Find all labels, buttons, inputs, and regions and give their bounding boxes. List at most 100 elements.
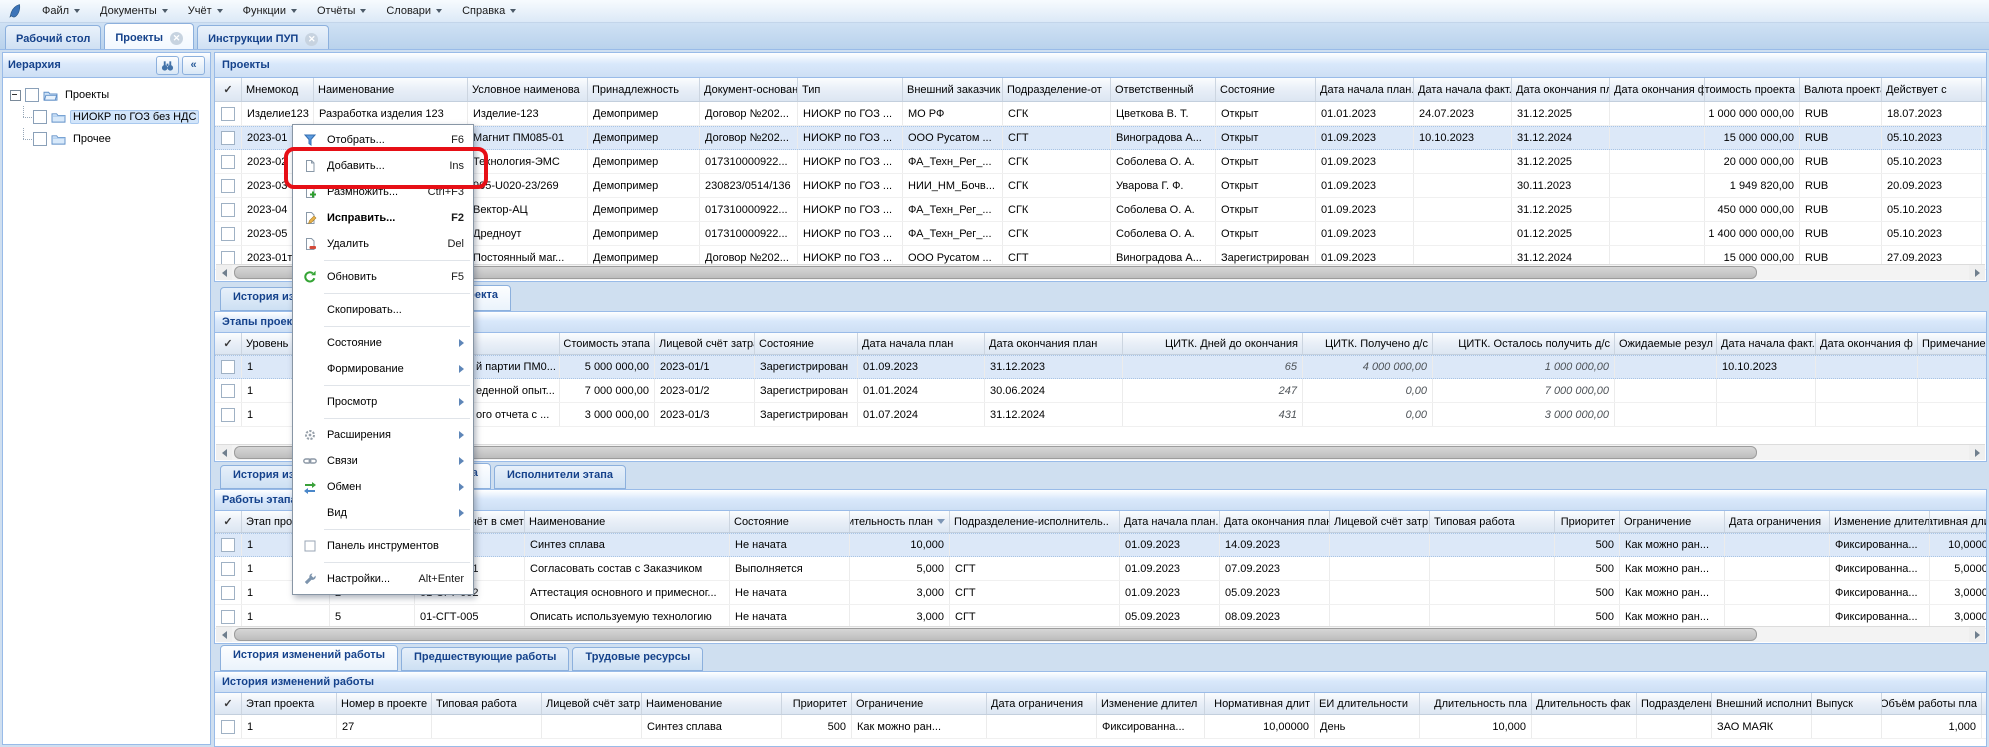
menu-item-Размножить[interactable]: Размножить... Ctrl+F3 <box>293 179 473 205</box>
column-header-Документ-основан[interactable]: Документ-основан <box>700 78 798 101</box>
column-header-Изменение длител[interactable]: Изменение длител <box>1830 511 1930 532</box>
row-checkbox[interactable] <box>221 561 235 576</box>
scroll-right-button[interactable] <box>1969 445 1985 460</box>
table-row[interactable]: 2023-03 905-U020-23/269 Демопример 230823/0… <box>215 174 1986 198</box>
tree-expander-icon[interactable] <box>10 89 21 101</box>
column-header-ЦИТК. Получено д/с[interactable]: ЦИТК. Получено д/с <box>1303 333 1433 354</box>
column-header-Ожидаемые резул[interactable]: Ожидаемые резул <box>1615 333 1717 354</box>
column-header-Длительность фак[interactable]: Длительность фак <box>1532 693 1637 714</box>
column-header-Внешний заказчик[interactable]: Внешний заказчик <box>903 78 1003 101</box>
row-checkbox[interactable] <box>221 407 235 422</box>
column-header-Внешний исполнит[interactable]: Внешний исполнит <box>1712 693 1812 714</box>
row-checkbox[interactable] <box>221 250 235 265</box>
tab-Трудовые ресурсы[interactable]: Трудовые ресурсы <box>572 647 704 671</box>
column-header-Подразделение-исполнитель..[interactable]: Подразделение-исполнитель.. <box>950 511 1120 532</box>
column-header-Типовая работа[interactable]: Типовая работа <box>432 693 542 714</box>
menubar-item-6[interactable]: Словари <box>376 2 452 20</box>
collapse-button[interactable]: « <box>182 55 205 75</box>
column-header-Стоимость этапа[interactable]: Стоимость этапа <box>560 333 655 354</box>
column-header-ЦИТК. Дней до окончания[interactable]: ЦИТК. Дней до окончания <box>1123 333 1303 354</box>
tree-node-checkbox[interactable] <box>33 110 47 124</box>
menu-item-Просмотр[interactable]: Просмотр <box>293 389 473 415</box>
menu-item-Связи[interactable]: Связи <box>293 448 473 474</box>
column-header-Дата начала факт.[interactable]: Дата начала факт. <box>1717 333 1816 354</box>
menu-item-Формирование[interactable]: Формирование <box>293 356 473 382</box>
table-row[interactable]: 1 еденной опыт... 7 000 000,00 2023-01/2 Зар… <box>215 379 1986 403</box>
tree-node-checkbox[interactable] <box>33 132 47 146</box>
column-header-Дата начала план.[interactable]: Дата начала план. <box>1316 78 1414 101</box>
menubar-item-3[interactable]: Учёт <box>178 2 233 20</box>
column-header-Дата ограничения[interactable]: Дата ограничения <box>987 693 1097 714</box>
window-tab-Инструкции ПУП[interactable]: Инструкции ПУП ✕ <box>197 25 330 49</box>
column-header-Дата окончания план[interactable]: Дата окончания план <box>1220 511 1330 532</box>
table-row[interactable]: 2023-01 Магнит ПМ085-01 Демопример Договор … <box>215 126 1986 150</box>
row-checkbox[interactable] <box>221 609 235 624</box>
column-header-Дата окончания ф[interactable]: Дата окончания ф <box>1610 78 1705 101</box>
menubar-item-7[interactable]: Справка <box>452 2 526 20</box>
scroll-right-button[interactable] <box>1969 265 1985 280</box>
column-header-Стоимость проекта[interactable]: Стоимость проекта <box>1705 78 1800 101</box>
column-header-Дата начала план[interactable]: Дата начала план <box>858 333 985 354</box>
menu-item-Добавить[interactable]: Добавить... Ins <box>293 153 473 179</box>
column-header-Нормативная длит[interactable]: Нормативная длит <box>1930 511 1986 532</box>
tab-История изменений работы[interactable]: История изменений работы <box>220 645 398 671</box>
column-header-Условное наименова[interactable]: Условное наименова <box>468 78 588 101</box>
table-row[interactable]: 2023-02 Технология-ЭМС Демопример 017310000… <box>215 150 1986 174</box>
column-header-check[interactable]: ✓ <box>215 333 242 354</box>
table-row[interactable]: 1 ого отчета с ... 3 000 000,00 2023-01/3 За… <box>215 403 1986 427</box>
table-row[interactable]: 1 27 Синтез сплава 500 Как можно ран... Фикси… <box>215 715 1986 739</box>
column-header-Состояние[interactable]: Состояние <box>755 333 858 354</box>
menu-item-Удалить[interactable]: Удалить Del <box>293 231 473 257</box>
scroll-left-button[interactable] <box>216 265 232 280</box>
column-header-Действует с[interactable]: Действует с <box>1882 78 1982 101</box>
column-header-Длительность план[interactable]: Длительность план <box>850 511 950 532</box>
column-header-Ограничение[interactable]: Ограничение <box>1620 511 1725 532</box>
column-header-Подразделение-от[interactable]: Подразделение-от <box>1003 78 1111 101</box>
row-checkbox[interactable] <box>221 360 235 374</box>
tab-Предшествующие работы[interactable]: Предшествующие работы <box>401 647 570 671</box>
column-header-Лицевой счёт затр[interactable]: Лицевой счёт затр <box>542 693 642 714</box>
column-header-Нормативная длит[interactable]: Нормативная длит <box>1205 693 1315 714</box>
column-header-Типовая работа[interactable]: Типовая работа <box>1430 511 1555 532</box>
column-header-Дата ограничения[interactable]: Дата ограничения <box>1725 511 1830 532</box>
h-scrollbar[interactable] <box>216 264 1985 280</box>
column-header-check[interactable]: ✓ <box>215 693 242 714</box>
column-header-check[interactable]: ✓ <box>215 78 242 101</box>
column-header-Мнемокод[interactable]: Мнемокод <box>242 78 314 101</box>
column-header-Этап проекта[interactable]: Этап проекта <box>242 693 337 714</box>
menubar-item-5[interactable]: Отчёты <box>307 2 376 20</box>
tab-close-icon[interactable]: ✕ <box>305 32 319 46</box>
menu-item-Исправить[interactable]: Исправить... F2 <box>293 205 473 231</box>
column-header-ЕИ длительности[interactable]: ЕИ длительности <box>1315 693 1420 714</box>
menu-item-Расширения[interactable]: Расширения <box>293 422 473 448</box>
tab-Исполнители этапа[interactable]: Исполнители этапа <box>493 465 626 489</box>
column-header-Наименование[interactable]: Наименование <box>525 511 730 532</box>
column-header-Изменение длител[interactable]: Изменение длител <box>1097 693 1205 714</box>
column-header-Дата окончания план[interactable]: Дата окончания план <box>985 333 1123 354</box>
column-header-Номер в проекте[interactable]: Номер в проекте <box>337 693 432 714</box>
column-header-Состояние[interactable]: Состояние <box>730 511 850 532</box>
scrollbar-thumb[interactable] <box>234 446 1758 459</box>
row-checkbox[interactable] <box>221 226 235 241</box>
menu-item-Отобрать[interactable]: Отобрать... F6 <box>293 127 473 153</box>
column-header-Дата окончания пл[interactable]: Дата окончания пл <box>1512 78 1610 101</box>
row-checkbox[interactable] <box>221 178 235 193</box>
row-checkbox[interactable] <box>221 131 235 145</box>
menu-item-Скопировать[interactable]: Скопировать... <box>293 297 473 323</box>
column-header-Лицевой счёт затрат.[interactable]: Лицевой счёт затрат. <box>655 333 755 354</box>
scroll-left-button[interactable] <box>216 445 232 460</box>
column-header-flag[interactable] <box>1982 78 1986 101</box>
row-checkbox[interactable] <box>221 538 235 552</box>
scrollbar-thumb[interactable] <box>234 266 1758 279</box>
column-header-Дата окончания ф[interactable]: Дата окончания ф <box>1816 333 1918 354</box>
menubar-item-1[interactable]: Файл <box>32 2 90 20</box>
scroll-left-button[interactable] <box>216 627 232 642</box>
window-tab-Проекты[interactable]: Проекты ✕ <box>104 23 195 49</box>
column-header-Выпуск[interactable]: Выпуск <box>1812 693 1882 714</box>
row-checkbox[interactable] <box>221 719 235 734</box>
column-header-Ограничение[interactable]: Ограничение <box>852 693 987 714</box>
tree-node-Прочее[interactable]: Прочее <box>3 128 210 150</box>
